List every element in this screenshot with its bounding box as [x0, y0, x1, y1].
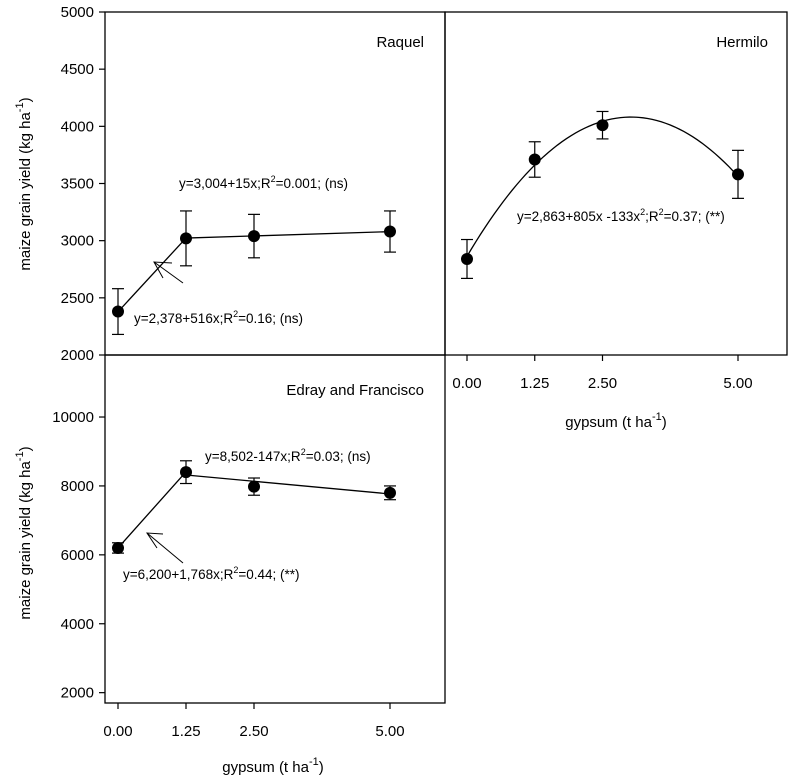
raquel-y-tick-label-5: 4500	[61, 61, 94, 78]
raquel-fit-lines	[117, 230, 391, 313]
edray-x-tick-label-0: 0.00	[103, 723, 132, 740]
edray-x-tick-label-3: 5.00	[375, 723, 404, 740]
raquel-y-tick-label-6: 5000	[61, 4, 94, 21]
edray-panel: 2000 4000 6000 8000 10000 0.00 1.25 2.50 5.00 E…	[14, 382, 424, 776]
edray-point-1	[180, 466, 192, 479]
hermilo-x-tick-label-2: 2.50	[588, 375, 617, 392]
edray-x-tick-label-1: 1.25	[171, 723, 200, 740]
raquel-y-tick-label-3: 3500	[61, 176, 94, 193]
hermilo-plot-frame	[444, 11, 788, 356]
raquel-y-axis: 2000 2500 3000 3500 4000 4500 5000	[61, 4, 105, 364]
edray-y-axis-title: maize grain yield (kg ha-1)	[14, 446, 34, 619]
edray-plot-frame	[104, 354, 446, 704]
raquel-fit-0	[117, 237, 187, 313]
hermilo-point-0	[461, 252, 473, 265]
edray-x-axis-title: gypsum (t ha-1)	[222, 756, 324, 776]
raquel-point-3	[384, 225, 396, 238]
edray-panel-title: Edray and Francisco	[286, 382, 424, 399]
hermilo-x-axis-title: gypsum (t ha-1)	[565, 411, 667, 431]
edray-y-tick-label-1: 4000	[61, 616, 94, 633]
hermilo-panel: 0.00 1.25 2.50 5.00 Hermilo y=2,863+805x -1…	[452, 34, 768, 431]
hermilo-error-bars	[461, 110, 744, 279]
edray-y-tick-label-4: 10000	[52, 409, 94, 426]
raquel-point-2	[248, 230, 260, 243]
raquel-panel: 2000 2500 3000 3500 4000 4500 5000 Raquel y=3,…	[14, 4, 424, 364]
raquel-equation-upper: y=3,004+15x;R2=0.001; (ns)	[179, 174, 348, 191]
edray-point-0	[112, 541, 124, 554]
raquel-fit-1	[185, 230, 391, 239]
hermilo-x-tick-label-0: 0.00	[452, 375, 481, 392]
edray-fit-0	[117, 471, 187, 549]
hermilo-x-tick-label-3: 5.00	[723, 375, 752, 392]
raquel-points	[112, 225, 396, 318]
edray-equation-lower: y=6,200+1,768x;R2=0.44; (**)	[123, 565, 300, 582]
hermilo-points	[461, 119, 744, 265]
raquel-y-tick-label-2: 3000	[61, 233, 94, 250]
edray-point-2	[248, 480, 260, 493]
raquel-point-1	[180, 232, 192, 245]
raquel-panel-title: Raquel	[376, 34, 424, 51]
hermilo-point-1	[528, 153, 541, 166]
edray-point-3	[384, 486, 396, 499]
hermilo-x-axis: 0.00 1.25 2.50 5.00	[452, 355, 753, 392]
edray-equation-upper: y=8,502-147x;R2=0.03; (ns)	[205, 447, 371, 464]
raquel-y-tick-label-0: 2000	[61, 347, 94, 364]
raquel-point-0	[112, 305, 124, 318]
hermilo-point-2	[596, 119, 609, 132]
hermilo-panel-title: Hermilo	[716, 34, 768, 51]
raquel-pointer-arrow	[153, 261, 184, 284]
raquel-equation-lower: y=2,378+516x;R2=0.16; (ns)	[134, 309, 303, 326]
edray-y-tick-label-2: 6000	[61, 547, 94, 564]
edray-y-tick-label-3: 8000	[61, 478, 94, 495]
edray-points	[112, 466, 396, 554]
raquel-y-tick-label-4: 4000	[61, 118, 94, 135]
edray-y-axis: 2000 4000 6000 8000 10000	[52, 409, 105, 702]
edray-x-tick-label-2: 2.50	[239, 723, 268, 740]
edray-y-tick-label-0: 2000	[61, 685, 94, 702]
edray-pointer-arrow	[146, 532, 184, 564]
hermilo-point-3	[732, 168, 744, 181]
edray-fit-lines	[117, 471, 391, 549]
hermilo-x-tick-label-1: 1.25	[520, 375, 549, 392]
raquel-y-tick-label-1: 2500	[61, 290, 94, 307]
raquel-y-axis-title: maize grain yield (kg ha-1)	[14, 97, 34, 270]
edray-x-axis: 0.00 1.25 2.50 5.00	[103, 703, 405, 740]
edray-fit-1	[185, 474, 391, 495]
hermilo-equation: y=2,863+805x -133x2;R2=0.37; (**)	[517, 207, 725, 224]
